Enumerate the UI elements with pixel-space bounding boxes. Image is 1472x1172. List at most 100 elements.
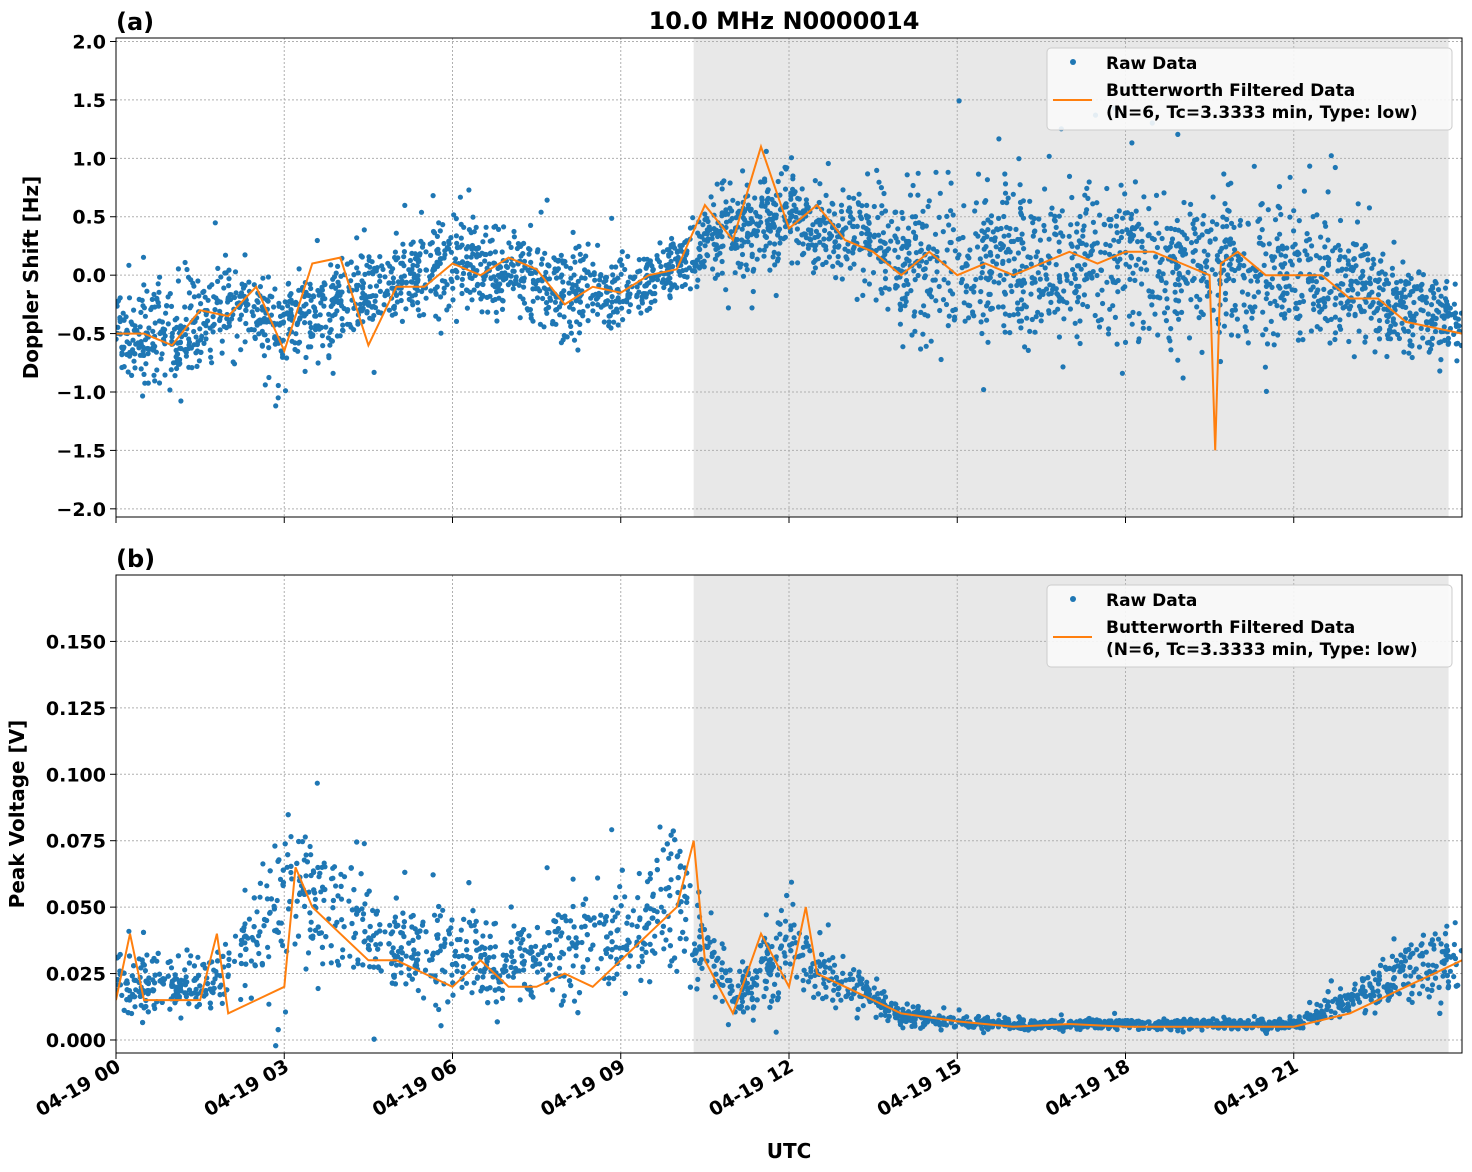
raw-point bbox=[1002, 329, 1008, 335]
raw-point bbox=[1287, 174, 1293, 180]
raw-point bbox=[1438, 1000, 1444, 1006]
raw-point bbox=[613, 264, 619, 270]
raw-point bbox=[923, 343, 929, 349]
raw-point bbox=[789, 208, 795, 214]
raw-point bbox=[188, 345, 194, 351]
raw-point bbox=[401, 254, 407, 260]
raw-point bbox=[568, 330, 575, 336]
raw-point bbox=[704, 215, 710, 221]
raw-point bbox=[721, 945, 727, 952]
raw-point bbox=[1362, 339, 1368, 345]
raw-point bbox=[327, 317, 333, 323]
raw-point bbox=[1399, 303, 1405, 309]
raw-point bbox=[1067, 306, 1073, 312]
raw-point bbox=[406, 290, 412, 296]
raw-point bbox=[1259, 227, 1265, 233]
raw-point bbox=[392, 249, 398, 255]
raw-point bbox=[859, 203, 865, 209]
raw-point bbox=[909, 332, 915, 338]
raw-point bbox=[119, 992, 125, 999]
raw-point bbox=[866, 281, 873, 287]
raw-point bbox=[709, 236, 715, 242]
raw-point bbox=[668, 258, 674, 264]
raw-point bbox=[697, 246, 703, 253]
raw-point bbox=[1436, 340, 1442, 346]
raw-point bbox=[1114, 341, 1120, 347]
raw-point bbox=[1282, 315, 1288, 321]
raw-point bbox=[510, 286, 516, 292]
raw-point bbox=[540, 295, 546, 302]
raw-point bbox=[1010, 191, 1016, 197]
raw-point bbox=[1259, 201, 1265, 207]
raw-point bbox=[719, 186, 725, 192]
raw-point bbox=[843, 254, 849, 260]
raw-point bbox=[338, 896, 345, 902]
raw-point bbox=[990, 258, 996, 264]
raw-point bbox=[1418, 325, 1424, 331]
raw-point bbox=[948, 239, 954, 246]
raw-point bbox=[835, 254, 841, 260]
raw-point bbox=[256, 331, 262, 337]
raw-point bbox=[1077, 340, 1083, 347]
raw-point bbox=[1360, 268, 1366, 274]
raw-point bbox=[885, 246, 892, 252]
raw-point bbox=[307, 330, 313, 336]
raw-point bbox=[1036, 216, 1042, 222]
raw-point bbox=[1064, 300, 1070, 306]
raw-point bbox=[519, 268, 525, 274]
raw-point bbox=[298, 310, 305, 316]
axes-frame bbox=[115, 37, 1463, 518]
raw-point bbox=[1337, 323, 1343, 329]
raw-point bbox=[1330, 248, 1336, 254]
raw-point bbox=[373, 293, 379, 299]
raw-point bbox=[1018, 325, 1024, 331]
raw-point bbox=[1212, 236, 1218, 242]
raw-point bbox=[471, 229, 477, 235]
raw-point bbox=[767, 240, 773, 246]
raw-point bbox=[1255, 289, 1261, 295]
y-tick-label: 0.050 bbox=[46, 897, 106, 919]
raw-point bbox=[1190, 277, 1196, 284]
raw-point bbox=[1108, 223, 1114, 229]
raw-point bbox=[238, 347, 244, 353]
raw-point bbox=[928, 338, 934, 344]
raw-point bbox=[1074, 263, 1081, 269]
raw-point bbox=[788, 196, 794, 202]
raw-point bbox=[1135, 239, 1141, 245]
raw-point bbox=[367, 315, 373, 321]
raw-point bbox=[1015, 300, 1021, 306]
raw-point bbox=[1074, 334, 1080, 340]
raw-point bbox=[390, 280, 396, 286]
raw-point bbox=[1454, 358, 1460, 364]
raw-point bbox=[461, 224, 467, 230]
raw-point bbox=[639, 946, 645, 952]
raw-point bbox=[1340, 281, 1346, 287]
raw-point bbox=[1346, 298, 1352, 304]
raw-point bbox=[781, 236, 787, 242]
raw-point bbox=[1269, 284, 1275, 290]
raw-point bbox=[713, 246, 719, 252]
raw-point bbox=[1287, 258, 1294, 264]
raw-point bbox=[380, 266, 386, 272]
raw-point bbox=[750, 268, 756, 274]
raw-point bbox=[1280, 292, 1286, 298]
raw-point bbox=[821, 236, 827, 242]
raw-point bbox=[762, 203, 768, 209]
raw-point bbox=[1278, 252, 1284, 258]
raw-point bbox=[710, 266, 716, 272]
raw-point bbox=[897, 301, 903, 307]
raw-point bbox=[1266, 241, 1272, 247]
raw-point bbox=[1210, 307, 1216, 313]
raw-point bbox=[1019, 306, 1025, 312]
legend-filtered-label: Butterworth Filtered Data bbox=[1106, 81, 1355, 101]
raw-point bbox=[1369, 265, 1375, 271]
raw-point bbox=[1254, 278, 1261, 284]
raw-point bbox=[328, 337, 334, 343]
raw-point bbox=[1201, 248, 1207, 254]
raw-point bbox=[209, 360, 215, 366]
raw-point bbox=[977, 299, 983, 305]
raw-point bbox=[1445, 335, 1451, 341]
raw-point bbox=[430, 193, 436, 199]
raw-point bbox=[681, 273, 688, 279]
raw-point bbox=[1066, 233, 1072, 239]
